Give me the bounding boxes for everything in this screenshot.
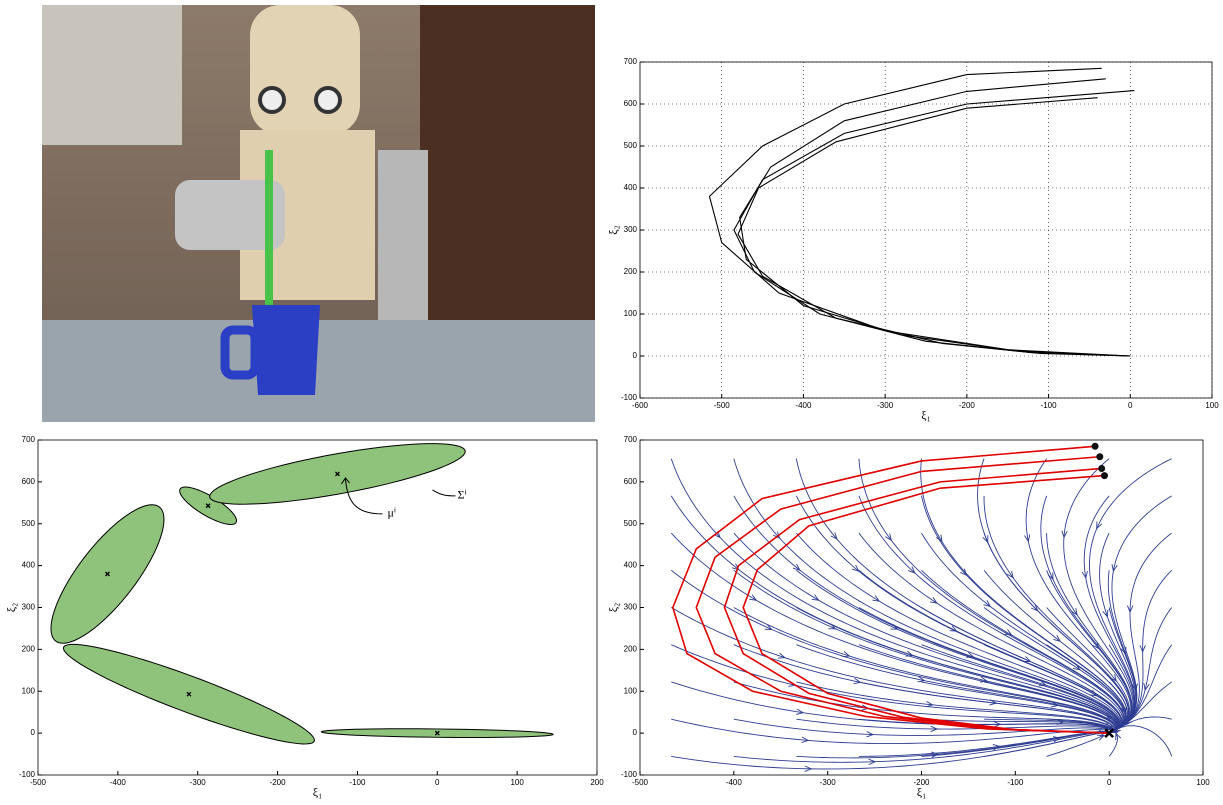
- y-tick-label: 100: [22, 686, 36, 695]
- photo: [42, 5, 595, 422]
- y-tick-label: 0: [633, 728, 638, 737]
- x-tick-label: 100: [1196, 778, 1210, 787]
- y-tick-label: 400: [22, 561, 36, 570]
- x-tick-label: -300: [820, 778, 837, 787]
- x-tick-label: -300: [877, 401, 894, 410]
- start-point: [1092, 443, 1099, 450]
- y-tick-label: 300: [624, 225, 638, 234]
- y-tick-label: 100: [624, 309, 638, 318]
- x-tick-label: -200: [270, 778, 287, 787]
- y-tick-label: 500: [624, 519, 638, 528]
- x-axis-label: ξ₁: [313, 785, 323, 799]
- x-tick-label: -100: [349, 778, 366, 787]
- y-tick-label: 0: [31, 728, 36, 737]
- y-tick-label: 200: [624, 644, 638, 653]
- start-point: [1096, 453, 1103, 460]
- annotation: μⁱ: [387, 506, 396, 520]
- y-tick-label: 600: [624, 99, 638, 108]
- y-tick-label: 700: [624, 57, 638, 66]
- start-point: [1098, 465, 1105, 472]
- plot-area: [640, 62, 1212, 398]
- x-tick-label: -200: [959, 401, 976, 410]
- y-tick-label: 700: [22, 435, 36, 444]
- x-tick-label: -400: [110, 778, 127, 787]
- y-tick-label: 200: [22, 644, 36, 653]
- y-tick-label: 700: [624, 435, 638, 444]
- x-tick-label: -100: [1041, 401, 1058, 410]
- x-axis-label: ξ₁: [921, 408, 931, 422]
- y-tick-label: -100: [19, 770, 36, 779]
- y-tick-label: 0: [633, 351, 638, 360]
- y-tick-label: -100: [621, 393, 638, 402]
- y-tick-label: 200: [624, 267, 638, 276]
- y-axis-label: ξ₂: [4, 603, 18, 613]
- x-tick-label: -100: [1007, 778, 1024, 787]
- y-tick-label: 100: [624, 686, 638, 695]
- x-axis-label: ξ₁: [917, 785, 927, 799]
- x-tick-label: -500: [632, 778, 649, 787]
- x-tick-label: 0: [435, 778, 440, 787]
- x-tick-label: -400: [795, 401, 812, 410]
- x-tick-label: -300: [190, 778, 207, 787]
- y-axis-label: ξ₂: [606, 603, 620, 613]
- x-tick-label: 100: [1205, 401, 1219, 410]
- y-axis-label: ξ₂: [606, 225, 620, 235]
- y-tick-label: 400: [624, 183, 638, 192]
- y-tick-label: -100: [621, 770, 638, 779]
- y-tick-label: 600: [22, 477, 36, 486]
- x-tick-label: -400: [726, 778, 743, 787]
- x-tick-label: 0: [1128, 401, 1133, 410]
- y-tick-label: 400: [624, 561, 638, 570]
- annotation: Σⁱ: [457, 488, 466, 502]
- x-tick-label: -600: [632, 401, 649, 410]
- x-tick-label: -500: [714, 401, 731, 410]
- y-tick-label: 300: [22, 603, 36, 612]
- x-tick-label: 100: [510, 778, 524, 787]
- figure: -600 -500 -400 -300 -200 -100 0 100 -100 0 100 200 3…: [0, 0, 1223, 800]
- start-point: [1101, 472, 1108, 479]
- x-tick-label: 0: [1107, 778, 1112, 787]
- chart: -500 -400 -300 -200 -100 0 100 200 -100 0 100 200 30…: [4, 435, 604, 799]
- chart: -600 -500 -400 -300 -200 -100 0 100 -100 0 100 200 3…: [606, 57, 1219, 422]
- x-tick-label: -500: [30, 778, 47, 787]
- y-tick-label: 500: [624, 141, 638, 150]
- y-tick-label: 300: [624, 603, 638, 612]
- y-tick-label: 500: [22, 519, 36, 528]
- y-tick-label: 600: [624, 477, 638, 486]
- x-tick-label: 200: [590, 778, 604, 787]
